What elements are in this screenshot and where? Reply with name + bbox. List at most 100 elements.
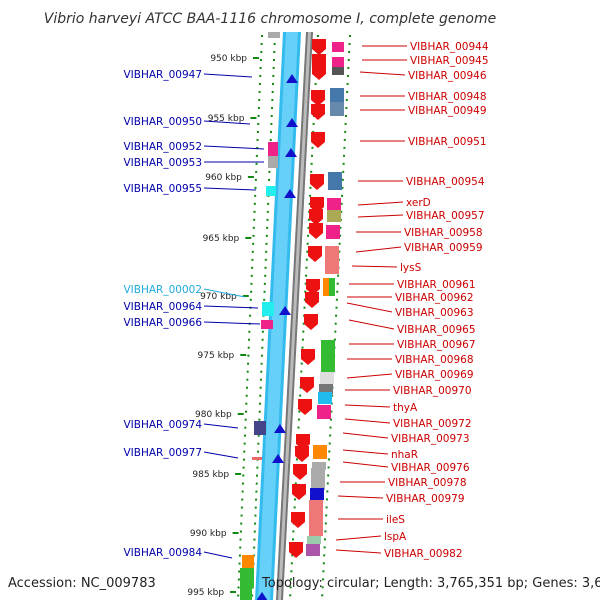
reverse-gene-label[interactable]: VIBHAR_00951 — [408, 136, 487, 148]
forward-gene-leader — [203, 321, 261, 325]
kbp-ruler: 950 kbp 955 kbp 960 kbp 965 kbp 970 kbp 975 k… — [187, 54, 260, 598]
gene-block — [313, 445, 327, 459]
reverse-gene-label[interactable]: VIBHAR_00978 — [388, 477, 467, 489]
reverse-gene-leader — [342, 432, 389, 439]
gene-block — [332, 67, 344, 75]
reverse-gene-label[interactable]: VIBHAR_00979 — [386, 493, 465, 505]
reverse-arrow — [295, 446, 309, 462]
gene-block — [262, 302, 274, 316]
reverse-gene-label[interactable]: nhaR — [391, 449, 418, 461]
forward-arrow — [284, 189, 296, 198]
reverse-gene-label[interactable]: VIBHAR_00976 — [391, 462, 470, 474]
gene-block — [261, 320, 273, 329]
forward-gene-label[interactable]: VIBHAR_00002 — [123, 284, 202, 296]
reverse-gene-leader — [335, 549, 382, 554]
reverse-gene-label[interactable]: VIBHAR_00948 — [408, 91, 487, 103]
kbp-label: 965 kbp — [203, 234, 240, 244]
kbp-label: 985 kbp — [192, 470, 229, 480]
reverse-gene-label[interactable]: VIBHAR_00970 — [393, 385, 472, 397]
gene-block — [326, 225, 340, 239]
gene-block — [325, 246, 339, 274]
reverse-gene-label[interactable]: thyA — [393, 402, 418, 414]
reverse-arrow — [312, 39, 326, 55]
gene-block — [252, 457, 262, 460]
forward-arrow — [286, 74, 298, 83]
reverse-gene-label[interactable]: VIBHAR_00965 — [397, 324, 476, 336]
forward-gene-label[interactable]: VIBHAR_00966 — [123, 317, 202, 329]
reverse-gene-label[interactable]: VIBHAR_00946 — [408, 70, 487, 82]
reverse-gene-label[interactable]: xerD — [406, 197, 431, 209]
reverse-gene-label[interactable]: VIBHAR_00963 — [395, 307, 474, 319]
chromosome-backbone — [255, 32, 313, 600]
gene-block — [321, 340, 335, 372]
reverse-gene-label[interactable]: VIBHAR_00958 — [404, 227, 483, 239]
reverse-gene-label[interactable]: VIBHAR_00949 — [408, 105, 487, 117]
forward-gene-label[interactable]: VIBHAR_00953 — [123, 157, 202, 169]
reverse-gene-label[interactable]: VIBHAR_00972 — [393, 418, 472, 430]
gene-block — [328, 172, 342, 190]
reverse-gene-label[interactable]: VIBHAR_00973 — [391, 433, 470, 445]
gene-block — [332, 42, 344, 52]
gene-block — [266, 186, 276, 196]
kbp-label: 950 kbp — [210, 54, 247, 64]
reverse-arrow — [300, 377, 314, 393]
forward-gene-label[interactable]: VIBHAR_00984 — [123, 547, 202, 559]
forward-gene-leader — [203, 187, 257, 191]
gene-block — [268, 142, 278, 156]
genome-summary-text: Topology: circular; Length: 3,765,351 bp… — [261, 576, 600, 591]
forward-gene-label[interactable]: VIBHAR_00947 — [123, 69, 202, 81]
gene-block — [319, 384, 333, 394]
reverse-gene-label[interactable]: VIBHAR_00957 — [406, 210, 485, 222]
reverse-gene-label[interactable]: VIBHAR_00967 — [397, 339, 476, 351]
forward-gene-label[interactable]: VIBHAR_00977 — [123, 447, 202, 459]
reverse-gene-label[interactable]: VIBHAR_00982 — [384, 548, 463, 560]
gene-block — [327, 210, 341, 222]
forward-gene-labels: VIBHAR_00947 VIBHAR_00950 VIBHAR_00952 VIBH… — [123, 69, 265, 559]
forward-gene-label[interactable]: VIBHAR_00964 — [123, 301, 202, 313]
reverse-gene-label[interactable]: VIBHAR_00961 — [397, 279, 476, 291]
reverse-arrow — [293, 464, 307, 480]
reverse-gene-leader — [348, 319, 395, 330]
reverse-gene-label[interactable]: lysS — [400, 262, 422, 274]
reverse-gene-leader — [359, 71, 406, 76]
gene-block — [329, 278, 335, 296]
reverse-arrow — [305, 292, 319, 308]
gene-blocks — [240, 32, 344, 600]
forward-gene-label[interactable]: VIBHAR_00974 — [123, 419, 202, 431]
reverse-gene-label[interactable]: lspA — [384, 531, 407, 543]
gene-block — [327, 198, 341, 210]
kbp-label: 980 kbp — [195, 410, 232, 420]
gene-block — [306, 544, 320, 556]
reverse-arrow — [298, 399, 312, 415]
reverse-gene-label[interactable]: VIBHAR_00959 — [404, 242, 483, 254]
reverse-gene-label[interactable]: VIBHAR_00968 — [395, 354, 474, 366]
reverse-gene-leader — [335, 535, 382, 541]
reverse-gene-leader — [346, 302, 393, 313]
reverse-gene-leader — [337, 495, 384, 499]
reverse-gene-label[interactable]: ileS — [386, 514, 405, 526]
reverse-arrow — [309, 223, 323, 239]
forward-arrow — [274, 424, 286, 433]
forward-gene-label[interactable]: VIBHAR_00950 — [123, 116, 202, 128]
forward-gene-label[interactable]: VIBHAR_00952 — [123, 141, 202, 153]
forward-gene-leader — [203, 451, 239, 459]
reverse-gene-label[interactable]: VIBHAR_00944 — [410, 41, 489, 53]
reverse-arrow — [311, 104, 325, 120]
reverse-arrow — [309, 209, 323, 225]
gene-block — [268, 156, 278, 168]
reverse-gene-label[interactable]: VIBHAR_00954 — [406, 176, 485, 188]
gene-block — [317, 405, 331, 419]
forward-arrow — [272, 454, 284, 463]
forward-gene-label[interactable]: VIBHAR_00955 — [123, 183, 202, 195]
reverse-gene-label[interactable]: VIBHAR_00962 — [395, 292, 474, 304]
reverse-gene-leader — [344, 418, 391, 424]
reverse-gene-label[interactable]: VIBHAR_00969 — [395, 369, 474, 381]
kbp-label: 955 kbp — [208, 114, 245, 124]
reverse-gene-leader — [357, 201, 404, 206]
kbp-label: 995 kbp — [187, 588, 224, 598]
reverse-gene-label[interactable]: VIBHAR_00945 — [410, 55, 489, 67]
gene-block — [268, 32, 280, 38]
forward-gene-leader — [203, 423, 239, 429]
accession-text: Accession: NC_009783 — [8, 576, 156, 591]
reverse-arrow — [289, 542, 303, 558]
